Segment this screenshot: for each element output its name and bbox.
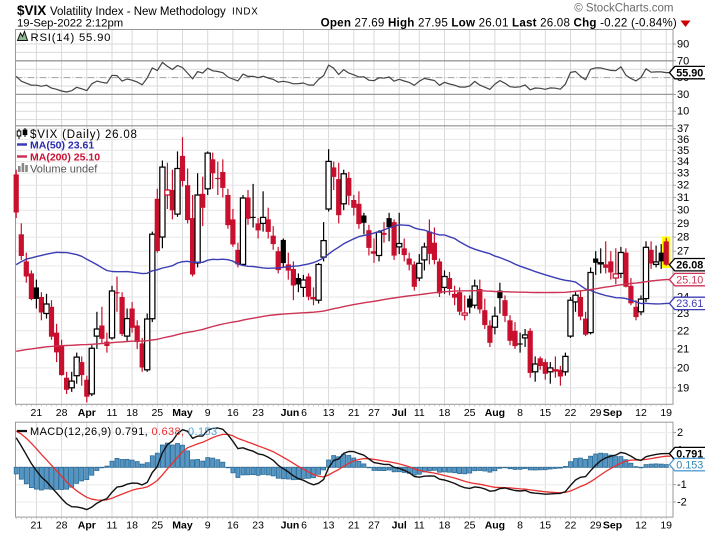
svg-text:-2: -2 [677,497,687,509]
svg-text:MACD(12,26,9) 0.791, 0.638, 0.: MACD(12,26,9) 0.791, 0.638, 0.153 [30,426,218,438]
svg-text:22: 22 [565,520,577,532]
svg-text:MA(50) 23.61: MA(50) 23.61 [30,140,94,152]
svg-text:12: 12 [635,520,647,532]
svg-text:Open 27.69 High 27.95 Low 26.0: Open 27.69 High 27.95 Low 26.01 Last 26.… [321,17,677,30]
svg-text:Aug: Aug [485,520,505,532]
svg-text:23.61: 23.61 [676,298,703,310]
svg-text:Apr: Apr [78,407,96,419]
svg-text:31: 31 [677,192,689,204]
svg-text:29: 29 [590,520,602,532]
svg-text:18: 18 [126,520,138,532]
svg-text:11: 11 [414,407,425,419]
svg-text:21: 21 [348,407,360,419]
svg-text:May: May [172,520,193,532]
svg-text:MA(200) 25.10: MA(200) 25.10 [30,152,100,164]
svg-text:28: 28 [56,407,68,419]
svg-text:23: 23 [252,407,264,419]
svg-text:8: 8 [517,520,523,532]
svg-text:28: 28 [56,520,68,532]
svg-text:25: 25 [464,407,476,419]
svg-text:0.791: 0.791 [676,448,703,460]
svg-text:16: 16 [227,520,239,532]
svg-text:Jul: Jul [392,520,407,532]
svg-text:90: 90 [677,39,689,51]
svg-text:21: 21 [31,520,43,532]
svg-text:25: 25 [151,520,163,532]
svg-text:19: 19 [677,382,689,394]
svg-text:12: 12 [635,407,647,419]
svg-text:INDX: INDX [232,7,259,18]
svg-text:10: 10 [677,106,689,118]
svg-text:70: 70 [677,55,689,67]
svg-text:© StockCharts.com: © StockCharts.com [574,3,673,15]
svg-text:37: 37 [677,123,689,135]
svg-text:May: May [172,407,193,419]
svg-text:25.10: 25.10 [676,274,703,286]
svg-text:21: 21 [348,520,360,532]
svg-text:-1: -1 [677,479,687,491]
svg-text:9: 9 [205,520,211,532]
svg-text:55.90: 55.90 [676,67,703,79]
svg-text:33: 33 [677,168,689,180]
svg-text:30: 30 [677,89,689,101]
svg-text:20: 20 [677,362,689,374]
svg-text:28: 28 [677,232,689,244]
svg-text:30: 30 [677,205,689,217]
svg-text:13: 13 [323,520,335,532]
svg-text:18: 18 [439,407,451,419]
svg-text:0.153: 0.153 [676,459,703,471]
svg-text:18: 18 [126,407,138,419]
svg-text:23: 23 [677,308,689,320]
svg-text:8: 8 [517,407,523,419]
svg-text:11: 11 [107,407,118,419]
svg-text:9: 9 [205,407,211,419]
svg-text:27: 27 [368,407,380,419]
svg-text:Sep: Sep [603,407,622,419]
svg-text:16: 16 [227,407,239,419]
svg-text:36: 36 [677,134,689,146]
svg-text:$VIX (Daily) 26.08: $VIX (Daily) 26.08 [30,129,138,141]
svg-text:21: 21 [31,407,43,419]
svg-text:Jun: Jun [281,407,300,419]
svg-text:18: 18 [439,520,451,532]
svg-text:25: 25 [464,520,476,532]
svg-text:34: 34 [677,156,689,168]
svg-text:Volume undef: Volume undef [30,164,98,176]
svg-text:Volatility Index - New Methodo: Volatility Index - New Methodology [50,6,226,18]
svg-text:Aug: Aug [485,407,505,419]
svg-text:RSI(14) 55.90: RSI(14) 55.90 [31,32,112,44]
svg-text:Jun: Jun [281,520,300,532]
svg-text:23: 23 [252,520,264,532]
svg-text:29: 29 [677,218,689,230]
svg-text:2: 2 [677,427,683,439]
svg-text:13: 13 [323,407,335,419]
svg-text:19-Sep-2022 2:12pm: 19-Sep-2022 2:12pm [17,18,123,30]
svg-text:25: 25 [151,407,163,419]
svg-text:35: 35 [677,145,689,157]
svg-text:29: 29 [590,407,602,419]
svg-text:32: 32 [677,180,689,192]
svg-text:27: 27 [677,246,689,258]
svg-text:Apr: Apr [78,520,96,532]
svg-text:6: 6 [301,407,307,419]
svg-text:11: 11 [414,520,425,532]
svg-text:11: 11 [107,520,118,532]
svg-text:22: 22 [677,325,689,337]
svg-text:6: 6 [301,520,307,532]
svg-text:22: 22 [565,407,577,419]
svg-text:Jul: Jul [392,407,407,419]
svg-text:27: 27 [368,520,380,532]
svg-text:$VIX: $VIX [17,3,46,18]
svg-text:19: 19 [660,520,672,532]
svg-text:26.08: 26.08 [676,260,703,272]
svg-text:15: 15 [539,520,551,532]
svg-text:Sep: Sep [603,520,622,532]
svg-text:21: 21 [677,343,689,355]
svg-text:19: 19 [660,407,672,419]
svg-text:15: 15 [539,407,551,419]
